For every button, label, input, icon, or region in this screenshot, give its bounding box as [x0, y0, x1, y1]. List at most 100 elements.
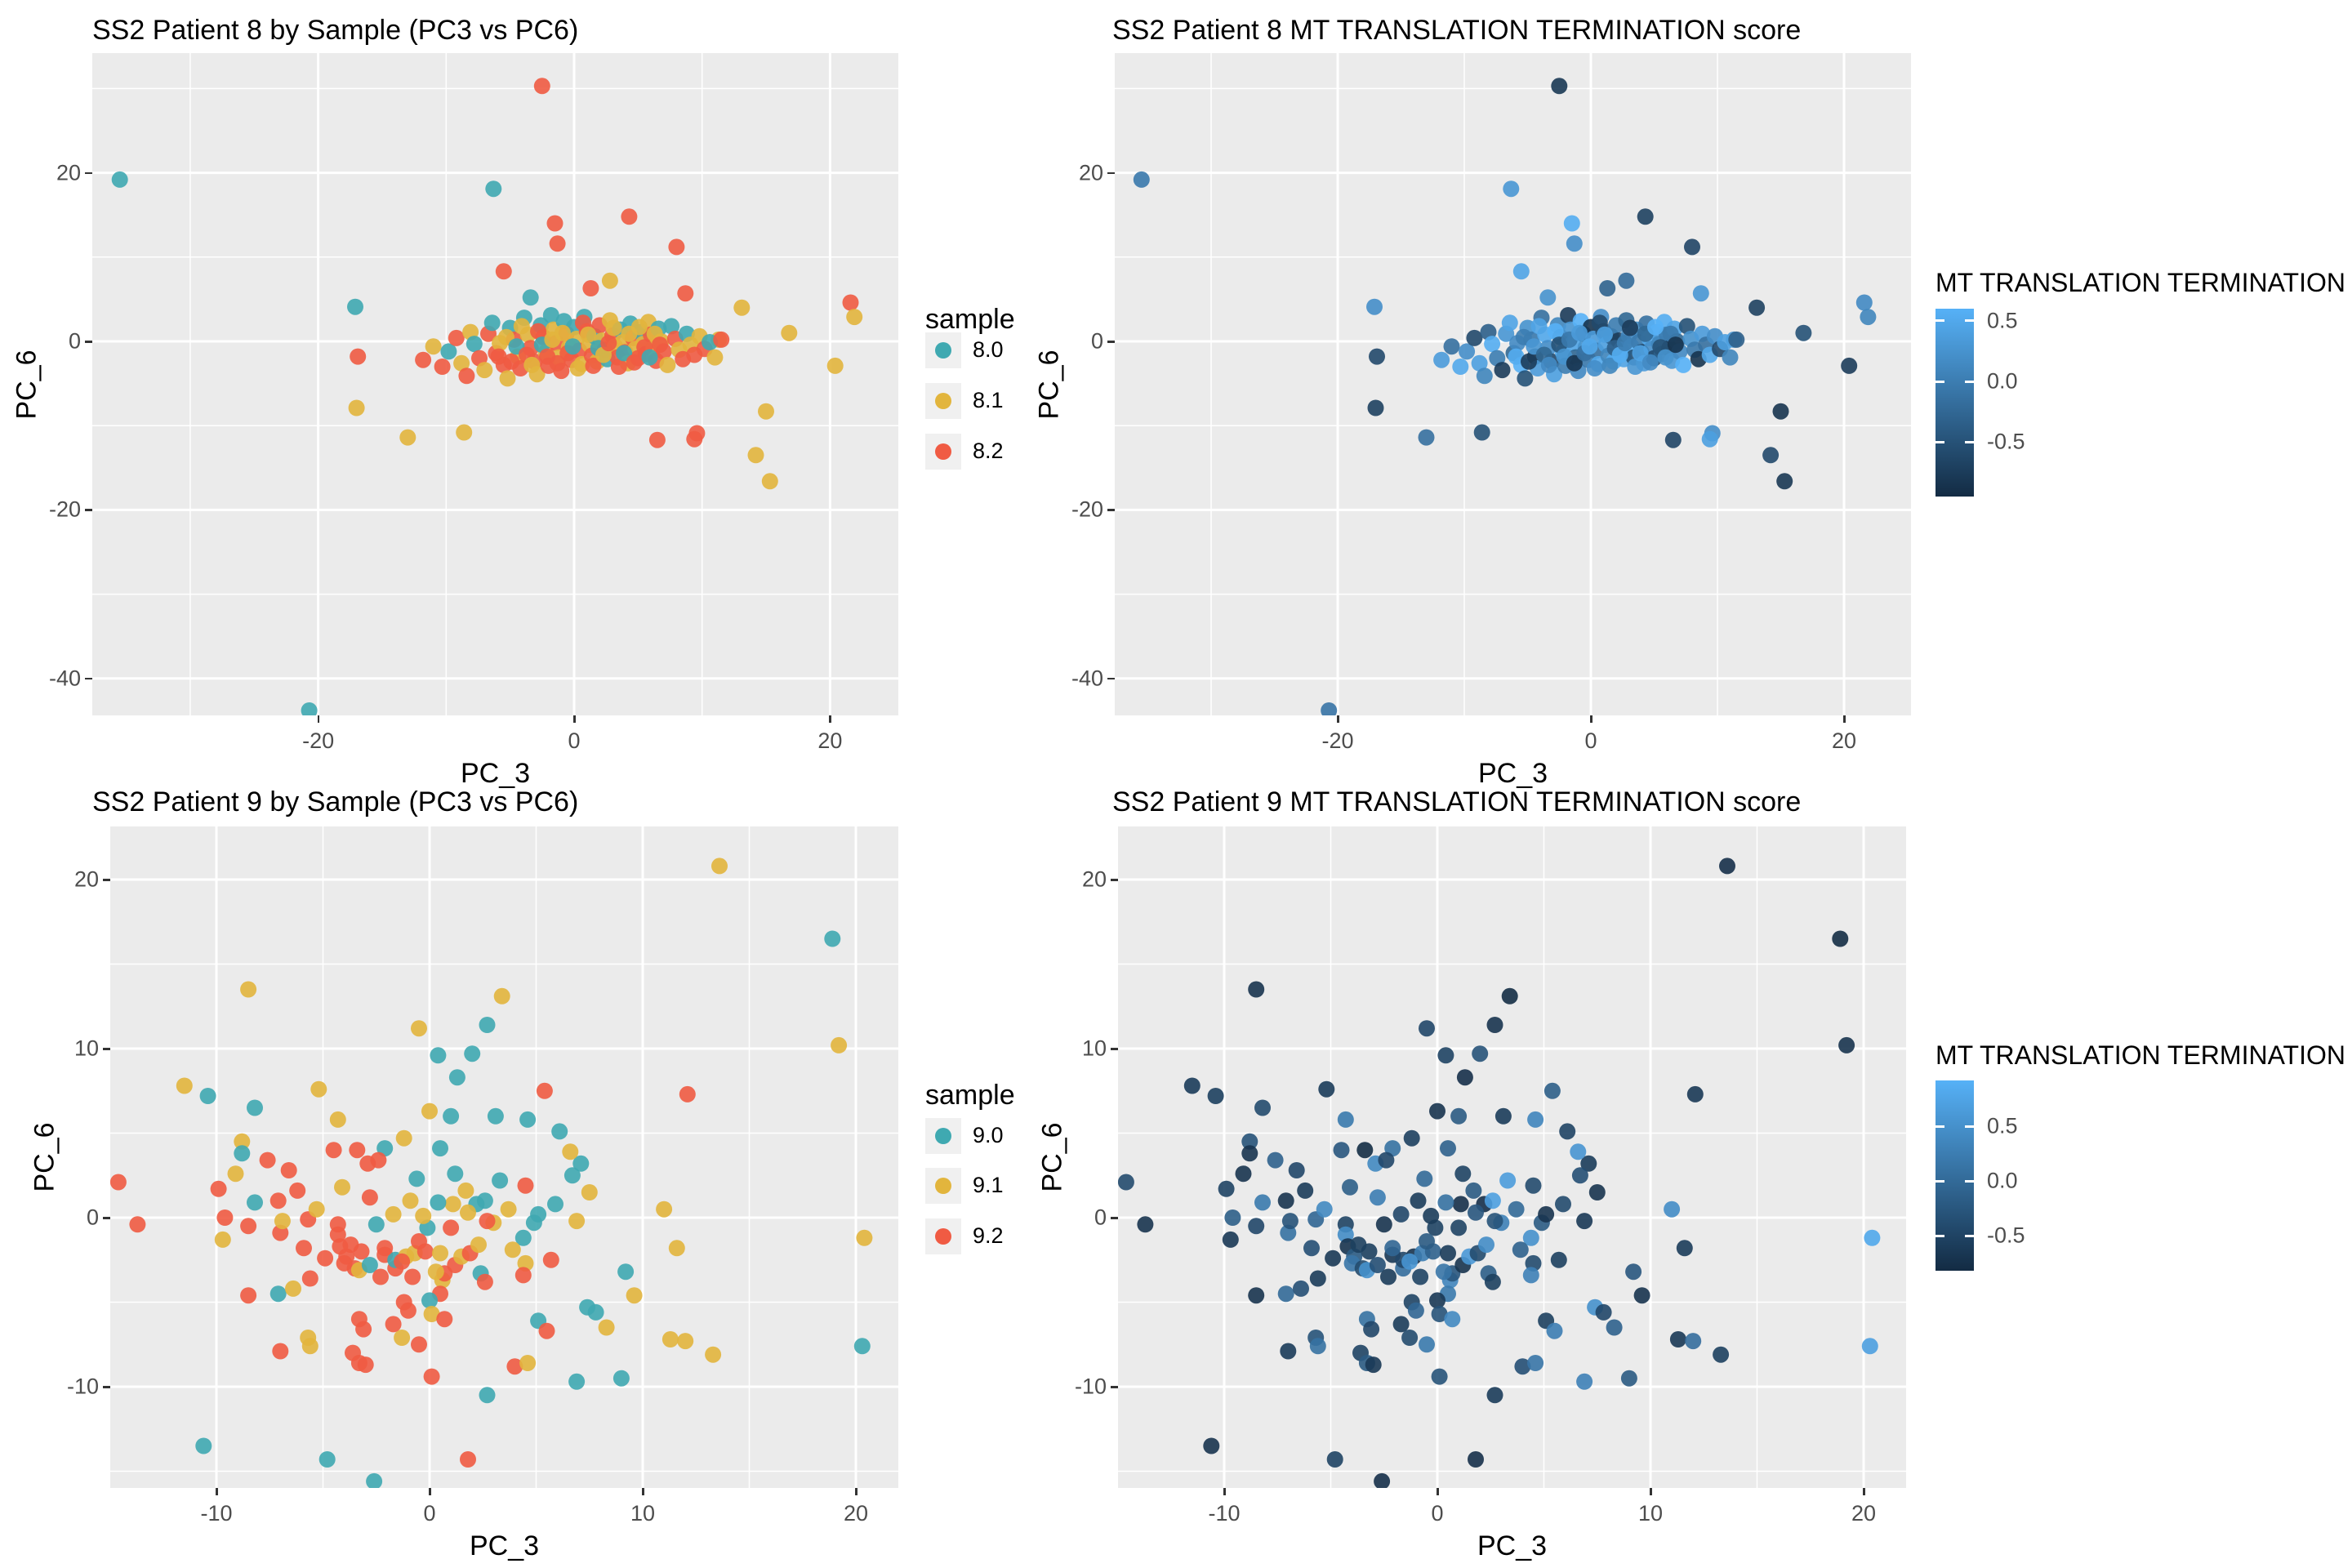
- data-point: [432, 1245, 448, 1262]
- data-point: [1365, 1356, 1382, 1374]
- y-tick-label: 0: [1094, 1205, 1107, 1230]
- colorbar-tick-label: -0.5: [1987, 1223, 2025, 1248]
- data-point: [1429, 1292, 1446, 1309]
- data-point: [487, 1107, 504, 1125]
- data-point: [395, 1129, 412, 1147]
- colorbar-title-p8: MT TRANSLATION TERMINATION: [1936, 268, 2345, 297]
- data-point: [1486, 1213, 1503, 1230]
- panel-title-p9-sample: SS2 Patient 9 by Sample (PC3 vs PC6): [92, 786, 579, 817]
- data-point: [270, 1285, 287, 1303]
- data-point: [1380, 1268, 1396, 1285]
- data-point: [1401, 1253, 1419, 1270]
- y-tick-label: -10: [1074, 1374, 1107, 1399]
- data-point: [1512, 1241, 1529, 1258]
- data-point: [259, 1152, 276, 1169]
- y-tick-mark: [1107, 341, 1115, 343]
- data-point: [301, 1338, 318, 1355]
- data-point: [1547, 323, 1564, 340]
- data-point: [1403, 1129, 1420, 1147]
- data-point: [1416, 1170, 1433, 1187]
- legend-dot: [935, 443, 951, 460]
- data-point: [1207, 1088, 1224, 1104]
- data-point: [1303, 1240, 1320, 1257]
- data-point: [1254, 1099, 1271, 1116]
- data-point: [679, 1085, 696, 1102]
- data-point: [195, 1437, 212, 1454]
- data-point: [542, 1251, 559, 1268]
- data-point: [1571, 1167, 1588, 1184]
- data-point: [1450, 1219, 1468, 1236]
- data-point: [1538, 1205, 1555, 1223]
- data-point: [1459, 343, 1476, 360]
- data-point: [430, 1194, 447, 1211]
- y-tick-mark: [1111, 1386, 1118, 1388]
- data-point: [1356, 1142, 1374, 1159]
- x-tick-label: -10: [1208, 1501, 1241, 1526]
- data-point: [1494, 362, 1511, 379]
- data-point: [1563, 215, 1580, 232]
- data-point: [641, 349, 658, 366]
- data-point: [824, 930, 841, 947]
- legend-label: 8.2: [973, 439, 1004, 463]
- data-point: [1525, 1177, 1542, 1194]
- data-point: [1431, 1306, 1448, 1322]
- panel-title-p8-score: SS2 Patient 8 MT TRANSLATION TERMINATION…: [1112, 15, 1802, 46]
- y-tick-label: 20: [56, 160, 81, 185]
- data-point: [1860, 309, 1877, 326]
- data-point: [357, 1356, 374, 1374]
- data-point: [1678, 318, 1695, 335]
- data-point: [492, 1172, 509, 1189]
- data-point: [1772, 403, 1789, 420]
- data-point: [1527, 1355, 1544, 1371]
- data-point: [711, 858, 728, 875]
- y-tick-mark: [103, 1048, 110, 1050]
- legend-label: 9.1: [973, 1173, 1004, 1197]
- data-point: [1676, 1240, 1693, 1257]
- x-tick-mark: [1590, 715, 1592, 723]
- data-point: [1133, 171, 1150, 188]
- y-tick-mark: [85, 341, 92, 343]
- data-point: [1484, 1273, 1501, 1290]
- legend-item-8.2: 8.2: [925, 434, 1105, 470]
- legend-dot: [935, 1128, 951, 1144]
- data-point: [605, 319, 622, 336]
- legend-item-9.1: 9.1: [925, 1168, 1105, 1204]
- data-point: [1832, 930, 1849, 947]
- data-point: [1384, 1240, 1401, 1257]
- data-point: [1281, 1213, 1298, 1230]
- data-point: [460, 1451, 476, 1468]
- data-point: [568, 1213, 586, 1230]
- data-point: [443, 1219, 460, 1236]
- data-point: [1864, 1229, 1881, 1246]
- data-point: [1392, 1205, 1410, 1223]
- data-point: [1514, 1358, 1531, 1375]
- y-tick-mark: [85, 509, 92, 511]
- colorbar-tick-label: 0.5: [1987, 1113, 2018, 1138]
- data-point: [1472, 1045, 1489, 1062]
- data-point: [668, 238, 685, 256]
- data-point: [1675, 356, 1692, 373]
- data-point: [1841, 357, 1858, 374]
- data-point: [585, 357, 602, 374]
- data-point: [656, 1200, 673, 1218]
- data-point: [1522, 1267, 1539, 1284]
- data-point: [853, 1338, 871, 1355]
- legend-key: [925, 1168, 961, 1204]
- data-point: [1288, 1162, 1305, 1178]
- data-point: [538, 1322, 555, 1339]
- data-point: [1503, 180, 1520, 198]
- legend-key: [925, 383, 961, 419]
- scatter-canvas: [109, 826, 898, 1490]
- data-point: [280, 1162, 297, 1178]
- data-point: [350, 348, 367, 365]
- panel-background: [1118, 826, 1906, 1488]
- data-point: [1466, 329, 1483, 346]
- data-point: [423, 1368, 440, 1385]
- x-tick-label: 0: [568, 728, 581, 753]
- data-point: [1117, 1174, 1134, 1191]
- data-point: [1776, 473, 1793, 490]
- data-point: [317, 1250, 334, 1267]
- data-point: [522, 289, 539, 306]
- data-point: [234, 1133, 251, 1150]
- data-point: [423, 1306, 440, 1322]
